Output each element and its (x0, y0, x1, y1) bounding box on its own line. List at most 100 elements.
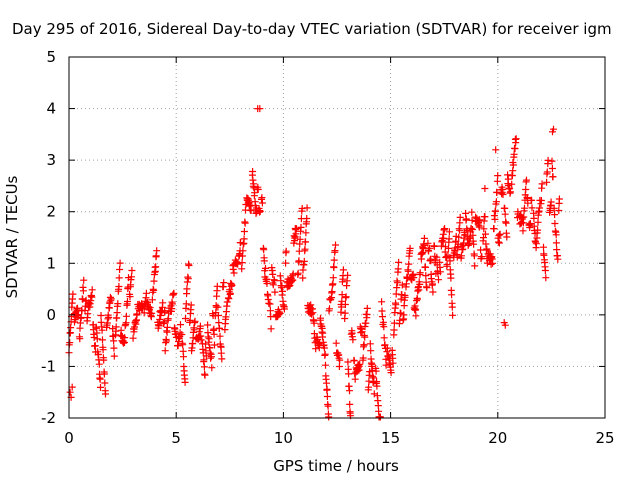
data-point (530, 214, 538, 222)
data-point (266, 307, 274, 315)
data-point (412, 305, 420, 313)
data-point (445, 244, 452, 252)
data-point (345, 370, 353, 378)
data-point (162, 337, 170, 345)
data-point (96, 375, 104, 383)
data-point (341, 301, 349, 308)
data-point (468, 208, 476, 216)
data-point (191, 317, 199, 325)
data-point (478, 253, 486, 261)
data-point (351, 375, 359, 383)
y-tick-label: 0 (46, 306, 56, 324)
data-point (427, 257, 435, 265)
data-point (230, 269, 238, 277)
data-point (361, 333, 369, 341)
data-point (553, 246, 561, 254)
data-point (481, 185, 489, 192)
data-point (446, 257, 454, 265)
data-point (387, 369, 395, 377)
data-point (216, 332, 224, 340)
data-point (217, 343, 225, 351)
data-point (267, 325, 275, 333)
data-point (501, 321, 509, 329)
data-points (65, 105, 563, 421)
data-point (338, 297, 346, 305)
data-point (107, 295, 115, 303)
data-point (110, 352, 118, 360)
data-point (458, 252, 465, 260)
x-tick-label: 10 (274, 429, 293, 447)
data-point (332, 339, 340, 347)
data-point (90, 334, 98, 341)
data-point (395, 258, 403, 266)
data-point (241, 219, 249, 227)
data-point (330, 264, 338, 271)
data-point (492, 207, 499, 215)
data-point (200, 363, 208, 371)
data-point (68, 383, 76, 391)
data-point (429, 280, 436, 288)
data-point (99, 336, 106, 344)
data-point (542, 274, 550, 282)
data-point (150, 277, 158, 285)
data-point (211, 341, 218, 349)
data-point (307, 301, 315, 309)
data-point (133, 310, 141, 318)
data-point (366, 340, 374, 348)
data-point (555, 195, 563, 203)
data-point (339, 266, 347, 274)
data-point (376, 413, 384, 421)
data-point (301, 245, 309, 253)
data-point (239, 247, 247, 255)
data-point (495, 239, 503, 247)
data-point (383, 344, 391, 352)
data-point (113, 309, 121, 317)
data-point (380, 323, 388, 331)
data-point (521, 204, 528, 212)
data-point (550, 204, 558, 212)
data-point (509, 161, 517, 169)
data-point (372, 367, 380, 375)
data-point (547, 198, 555, 206)
data-point (116, 266, 124, 273)
data-point (349, 336, 357, 344)
x-tick-label: 20 (488, 429, 507, 447)
data-point (390, 326, 398, 334)
data-point (540, 243, 547, 251)
data-point (189, 340, 197, 348)
data-point (519, 227, 527, 235)
data-point (321, 350, 329, 358)
data-point (482, 240, 490, 248)
x-tick-label: 15 (381, 429, 400, 447)
data-point (483, 245, 491, 253)
data-point (93, 329, 101, 337)
data-point (475, 223, 483, 231)
data-point (453, 253, 461, 261)
data-point (128, 267, 136, 274)
data-point (153, 247, 161, 255)
data-point (342, 293, 350, 301)
data-point (495, 238, 502, 246)
data-point (549, 128, 556, 136)
data-point (526, 220, 534, 228)
data-point (309, 309, 317, 317)
data-point (187, 301, 195, 309)
data-point (185, 262, 193, 269)
data-point (258, 199, 266, 207)
data-point (523, 176, 530, 184)
data-point (271, 277, 278, 285)
data-point (316, 339, 324, 347)
data-point (279, 287, 286, 295)
data-point (93, 335, 101, 343)
data-point (181, 378, 189, 386)
data-point (537, 197, 545, 204)
chart-title: Day 295 of 2016, Sidereal Day-to-day VTE… (12, 20, 612, 38)
data-point (66, 388, 74, 396)
data-point (302, 229, 310, 237)
data-point (262, 264, 269, 272)
data-point (204, 321, 212, 329)
data-point (312, 345, 320, 353)
data-point (548, 157, 556, 165)
data-point (142, 289, 150, 297)
